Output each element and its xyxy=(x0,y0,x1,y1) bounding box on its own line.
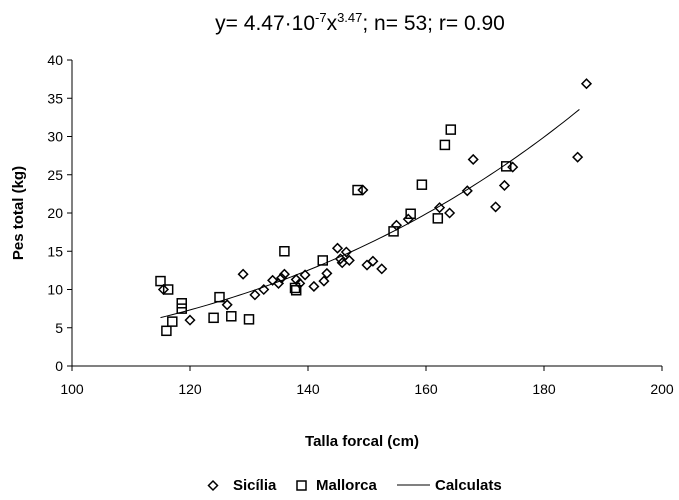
y-tick-label: 0 xyxy=(55,358,63,374)
point-mallorca xyxy=(176,298,187,309)
point-sicilia xyxy=(184,314,196,326)
y-tick-label: 15 xyxy=(47,243,63,259)
legend-square-marker xyxy=(296,480,307,491)
point-sicilia xyxy=(461,185,473,197)
x-tick-label: 100 xyxy=(60,381,84,397)
y-tick-label: 35 xyxy=(47,90,63,106)
point-sicilia xyxy=(340,246,352,258)
legend-item-calculats: Calculats xyxy=(397,477,502,494)
y-tick-label: 40 xyxy=(47,52,63,68)
point-sicilia xyxy=(334,253,347,265)
point-sicilia xyxy=(490,201,502,213)
point-sicilia xyxy=(331,242,344,254)
point-sicilia xyxy=(267,274,279,286)
point-sicilia xyxy=(249,289,261,301)
point-mallorca xyxy=(176,303,187,314)
point-sicilia xyxy=(498,179,511,192)
point-mallorca xyxy=(500,161,512,172)
x-tick-label: 120 xyxy=(178,381,202,397)
y-tick-label: 30 xyxy=(47,129,63,145)
point-mallorca xyxy=(352,184,363,196)
point-sicilia xyxy=(318,275,330,287)
point-sicilia xyxy=(434,202,446,214)
point-sicilia xyxy=(258,283,270,296)
legend-label-sicilia: Sicília xyxy=(233,477,277,494)
point-mallorca xyxy=(405,208,416,220)
point-mallorca xyxy=(208,312,219,324)
point-sicilia xyxy=(275,272,288,284)
point-mallorca xyxy=(439,139,451,151)
point-sicilia xyxy=(507,161,519,173)
point-sicilia xyxy=(278,268,290,280)
x-tick-label: 140 xyxy=(296,381,320,397)
point-sicilia xyxy=(299,269,311,281)
legend-item-sicilia: Sicília xyxy=(207,477,277,494)
point-mallorca xyxy=(214,291,225,303)
point-sicilia xyxy=(367,255,379,267)
chart-title: y= 4.47·10-7x3.47; n= 53; r= 0.90 xyxy=(215,10,505,35)
fit-curve-calculats xyxy=(160,109,580,319)
x-axis-label: Talla forcal (cm) xyxy=(305,433,419,450)
point-sicilia xyxy=(321,267,333,279)
point-sicilia xyxy=(572,151,584,163)
x-tick-label: 160 xyxy=(414,381,438,397)
point-sicilia xyxy=(467,153,479,166)
point-mallorca xyxy=(445,124,457,135)
legend-label-mallorca: Mallorca xyxy=(316,477,378,494)
point-mallorca xyxy=(432,213,444,224)
point-mallorca xyxy=(317,255,328,266)
legend: Sicília Mallorca Calculats xyxy=(207,477,502,494)
legend-item-mallorca: Mallorca xyxy=(296,477,378,494)
point-mallorca xyxy=(155,275,166,287)
point-mallorca xyxy=(243,314,255,325)
point-sicilia xyxy=(237,268,249,280)
point-sicilia xyxy=(308,280,320,293)
point-mallorca xyxy=(289,282,301,294)
y-axis-label: Pes total (kg) xyxy=(10,166,27,260)
point-sicilia xyxy=(361,259,373,271)
point-sicilia xyxy=(390,219,403,231)
legend-diamond-marker xyxy=(207,479,219,492)
point-sicilia xyxy=(580,78,593,90)
x-tick-label: 180 xyxy=(532,381,556,397)
point-mallorca xyxy=(162,284,174,295)
y-tick-label: 20 xyxy=(47,205,63,221)
y-tick-label: 10 xyxy=(47,282,63,298)
point-mallorca xyxy=(279,246,290,257)
point-mallorca xyxy=(290,285,302,296)
point-mallorca xyxy=(416,179,428,190)
plot-area: 0 5 10 15 20 25 30 35 40 100 120 140 160 180 200 xyxy=(47,52,673,397)
x-tick-label: 200 xyxy=(650,381,674,397)
point-mallorca xyxy=(161,325,172,337)
point-mallorca xyxy=(226,311,237,322)
point-mallorca xyxy=(167,316,178,327)
point-sicilia xyxy=(221,299,233,311)
point-sicilia xyxy=(376,263,388,275)
y-tick-label: 5 xyxy=(55,320,63,336)
y-tick-label: 25 xyxy=(47,167,63,183)
point-sicilia xyxy=(343,254,355,266)
point-sicilia xyxy=(357,184,369,196)
legend-label-calculats: Calculats xyxy=(435,477,502,494)
point-sicilia xyxy=(444,207,456,219)
point-mallorca xyxy=(388,226,399,237)
